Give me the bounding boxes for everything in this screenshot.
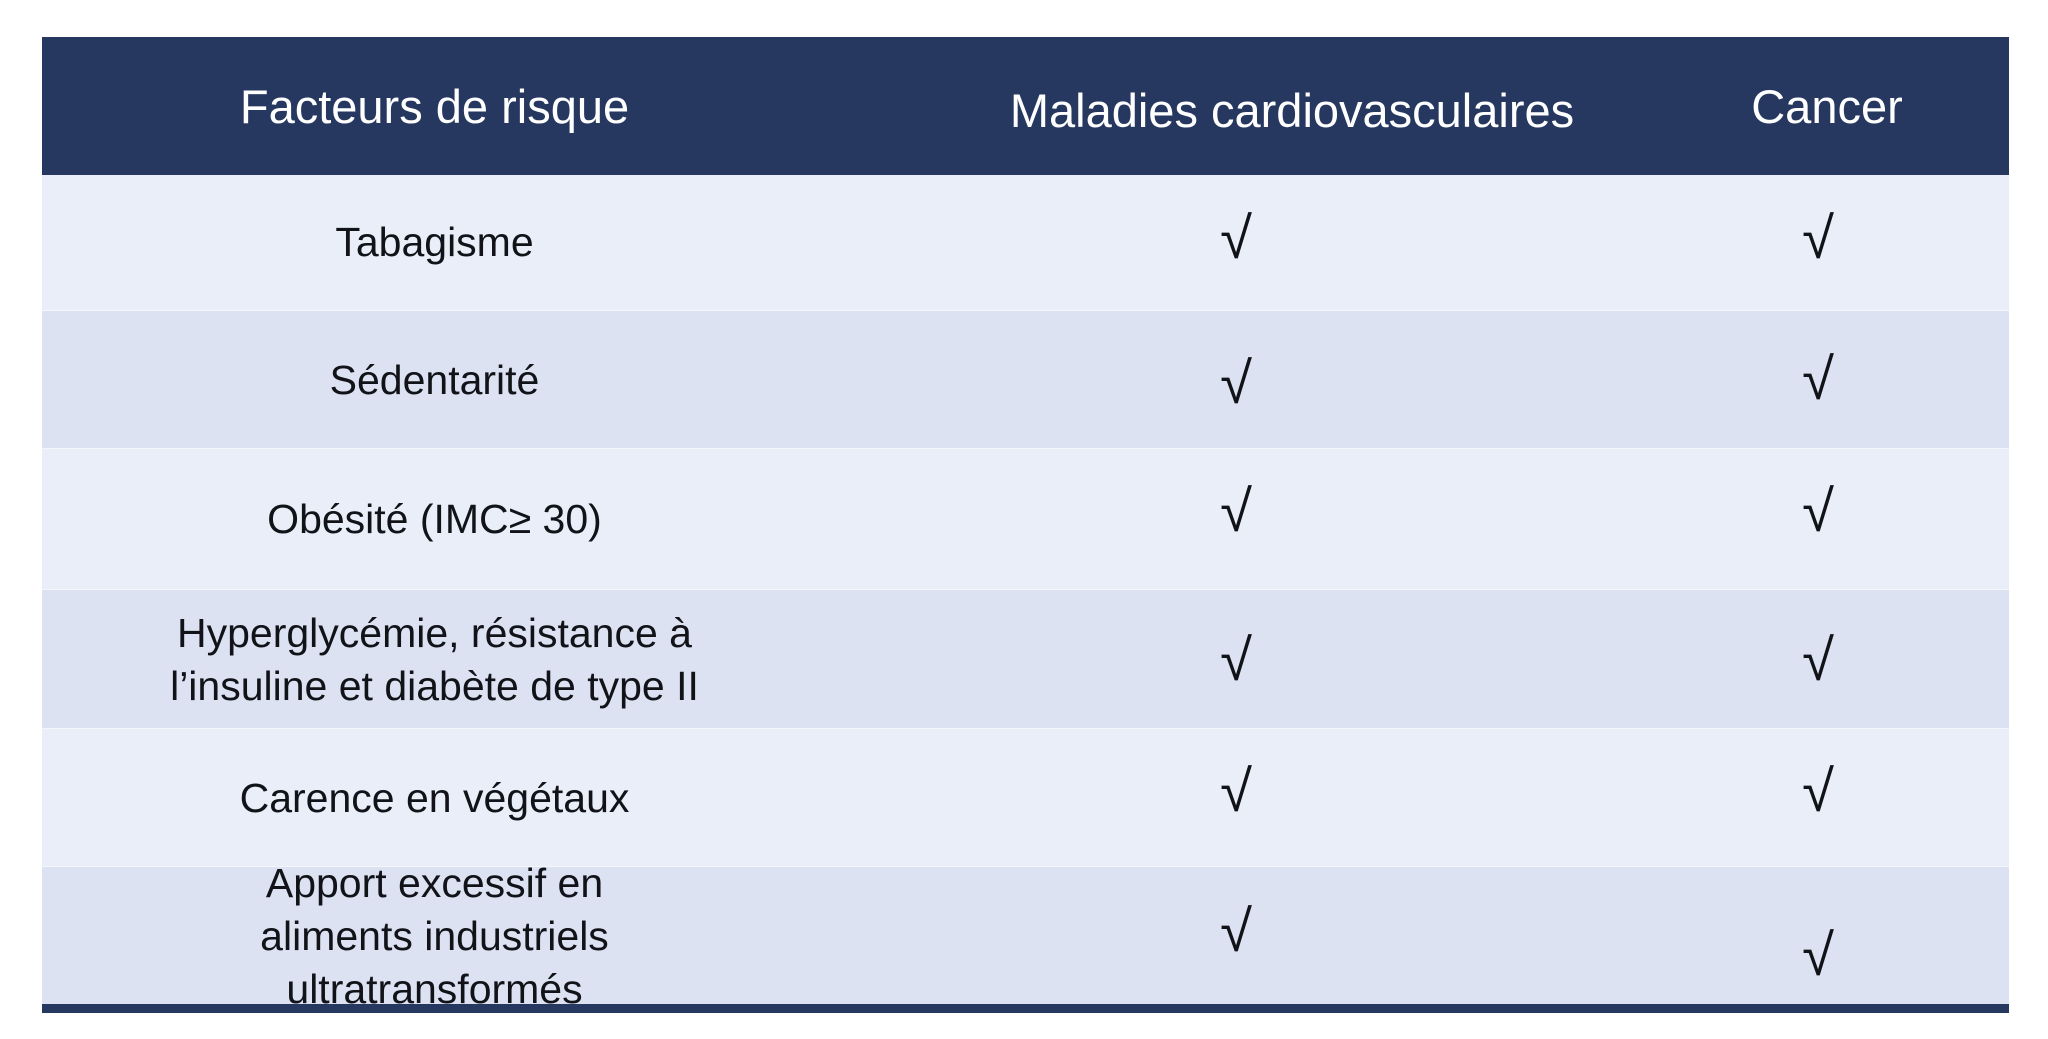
table-bottom-border: [42, 1004, 2009, 1013]
cancer-check-icon: √: [1802, 479, 1834, 544]
table-row: Obésité (IMC≥ 30) √ √: [42, 448, 2009, 590]
cancer-check-icon: √: [1802, 759, 1834, 824]
table-row: Carence en végétaux √ √: [42, 728, 2009, 867]
cardiovascular-check-icon: √: [1220, 479, 1252, 544]
cardiovascular-check-icon: √: [1220, 628, 1252, 693]
cancer-check-icon: √: [1802, 923, 1834, 988]
header-cardiovascular: Maladies cardiovasculaires: [1009, 83, 1575, 137]
cardiovascular-check-icon: √: [1220, 759, 1252, 824]
table-row: Hyperglycémie, résistance à l’insuline e…: [42, 589, 2009, 729]
risk-factor-cell: Sédentarité: [329, 356, 540, 403]
cancer-check-icon: √: [1802, 206, 1834, 271]
risk-factor-cell: Obésité (IMC≥ 30): [267, 496, 602, 542]
table-row: Tabagisme √ √: [42, 175, 2009, 310]
table-row: Apport excessif en aliments industriels …: [42, 859, 2009, 1012]
header-cancer: Cancer: [1751, 79, 1903, 133]
cancer-check-icon: √: [1802, 628, 1834, 693]
cardiovascular-check-icon: √: [1220, 899, 1252, 964]
risk-factor-cell: Apport excessif en aliments industriels …: [260, 859, 609, 1012]
risk-factor-cell: Tabagisme: [335, 219, 534, 265]
cardiovascular-check-icon: √: [1220, 351, 1252, 416]
table-row: Sédentarité √ √: [42, 310, 2009, 449]
risk-factor-cell: Hyperglycémie, résistance à l’insuline e…: [170, 609, 699, 709]
table-header: Facteurs de risque Maladies cardiovascul…: [42, 37, 2009, 175]
risk-factor-cell: Carence en végétaux: [239, 774, 630, 821]
cancer-check-icon: √: [1802, 347, 1834, 412]
header-risk-factors: Facteurs de risque: [239, 79, 630, 133]
cardiovascular-check-icon: √: [1220, 206, 1252, 271]
